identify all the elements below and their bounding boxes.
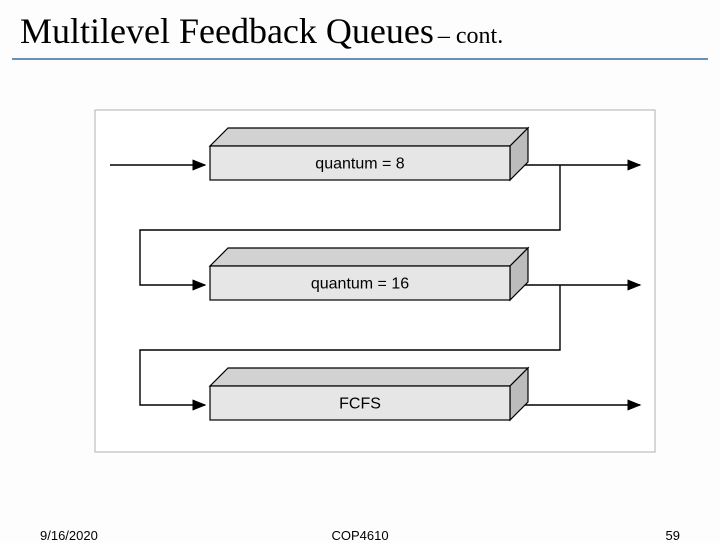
title-divider — [12, 58, 708, 60]
footer-date: 9/16/2020 — [40, 528, 98, 543]
mlfq-diagram: quantum = 8 quantum = 16 FCFS — [0, 100, 720, 480]
title-main: Multilevel Feedback Queues — [20, 11, 434, 51]
svg-text:quantum = 8: quantum = 8 — [315, 156, 405, 173]
title-suffix: – cont. — [438, 23, 503, 49]
footer-page: 59 — [666, 528, 680, 543]
slide-title: Multilevel Feedback Queues – cont. — [0, 0, 720, 56]
svg-text:FCFS: FCFS — [339, 396, 381, 413]
svg-text:quantum = 16: quantum = 16 — [311, 276, 409, 293]
footer-course: COP4610 — [331, 528, 388, 543]
